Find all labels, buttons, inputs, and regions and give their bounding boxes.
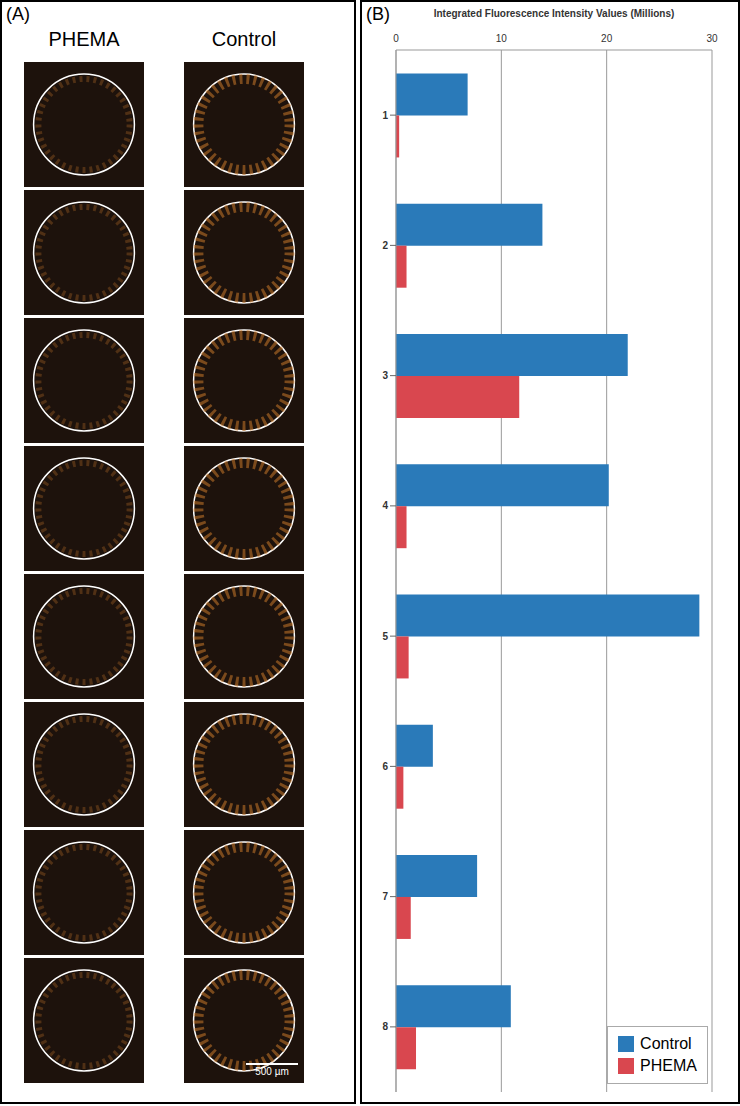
html-text:PHEMA: PHEMA	[48, 28, 120, 50]
svg-text:1: 1	[382, 110, 388, 121]
svg-text:2: 2	[382, 240, 388, 251]
svg-text:10: 10	[496, 33, 508, 44]
html-text:PHEMA: PHEMA	[640, 1057, 697, 1074]
html-text:Integrated Fluorescence Intens: Integrated Fluorescence Intensity Values…	[433, 8, 675, 19]
svg-text:30: 30	[706, 33, 718, 44]
svg-text:4: 4	[382, 500, 388, 511]
svg-text:20: 20	[601, 33, 613, 44]
html-text:(B): (B)	[366, 4, 390, 24]
html-text:Control: Control	[640, 1035, 692, 1052]
svg-text:8: 8	[382, 1021, 388, 1032]
svg-text:6: 6	[382, 761, 388, 772]
html-text:500 µm: 500 µm	[255, 1066, 289, 1077]
svg-text:7: 7	[382, 891, 388, 902]
html-text:Control: Control	[211, 28, 277, 50]
svg-text:3: 3	[382, 370, 388, 381]
html-text:(A): (A)	[6, 4, 30, 24]
svg-text:0: 0	[393, 33, 399, 44]
svg-text:5: 5	[382, 631, 388, 642]
